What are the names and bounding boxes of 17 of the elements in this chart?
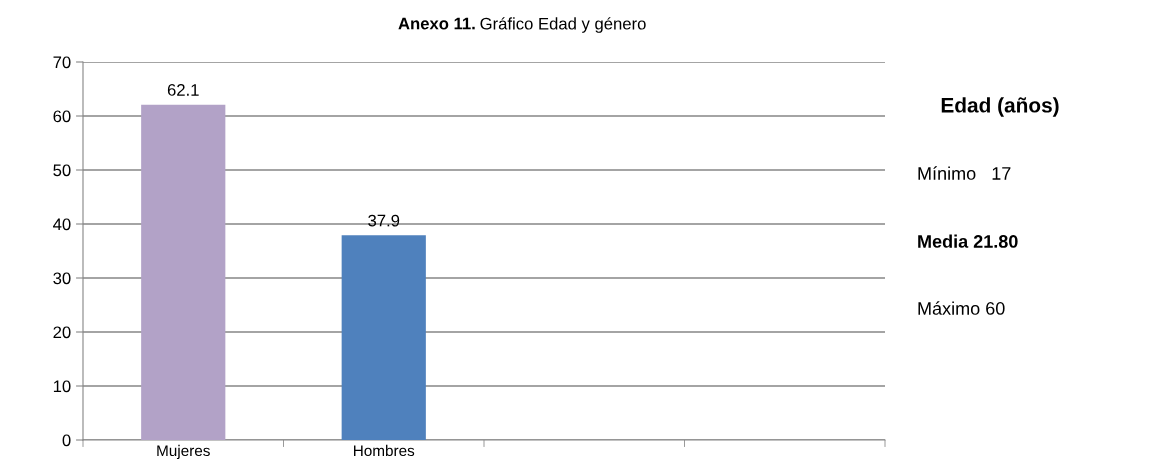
text: Máximo 60 bbox=[918, 301, 1005, 315]
text: Media 21.80 bbox=[918, 234, 1018, 248]
y-tick-label: 20 bbox=[53, 326, 71, 339]
x-tick-label: Mujeres bbox=[157, 444, 210, 460]
data-label: 37.9 bbox=[368, 214, 400, 227]
y-tick-label: 10 bbox=[53, 380, 71, 393]
text: Mínimo 17 bbox=[918, 166, 1011, 180]
chart-title: Anexo 11. Gráfico Edad y género bbox=[398, 17, 646, 33]
data-label: 62.1 bbox=[167, 84, 199, 96]
y-tick-label: 60 bbox=[53, 110, 71, 123]
y-tick-label: 70 bbox=[53, 56, 71, 69]
x-tick-label: Hombres bbox=[354, 444, 415, 457]
y-tick-label: 0 bbox=[62, 434, 71, 447]
y-tick-label: 40 bbox=[53, 218, 71, 231]
y-tick-label: 50 bbox=[53, 164, 71, 177]
y-tick-label: 30 bbox=[53, 272, 71, 285]
text: Edad (años) bbox=[941, 97, 1059, 117]
